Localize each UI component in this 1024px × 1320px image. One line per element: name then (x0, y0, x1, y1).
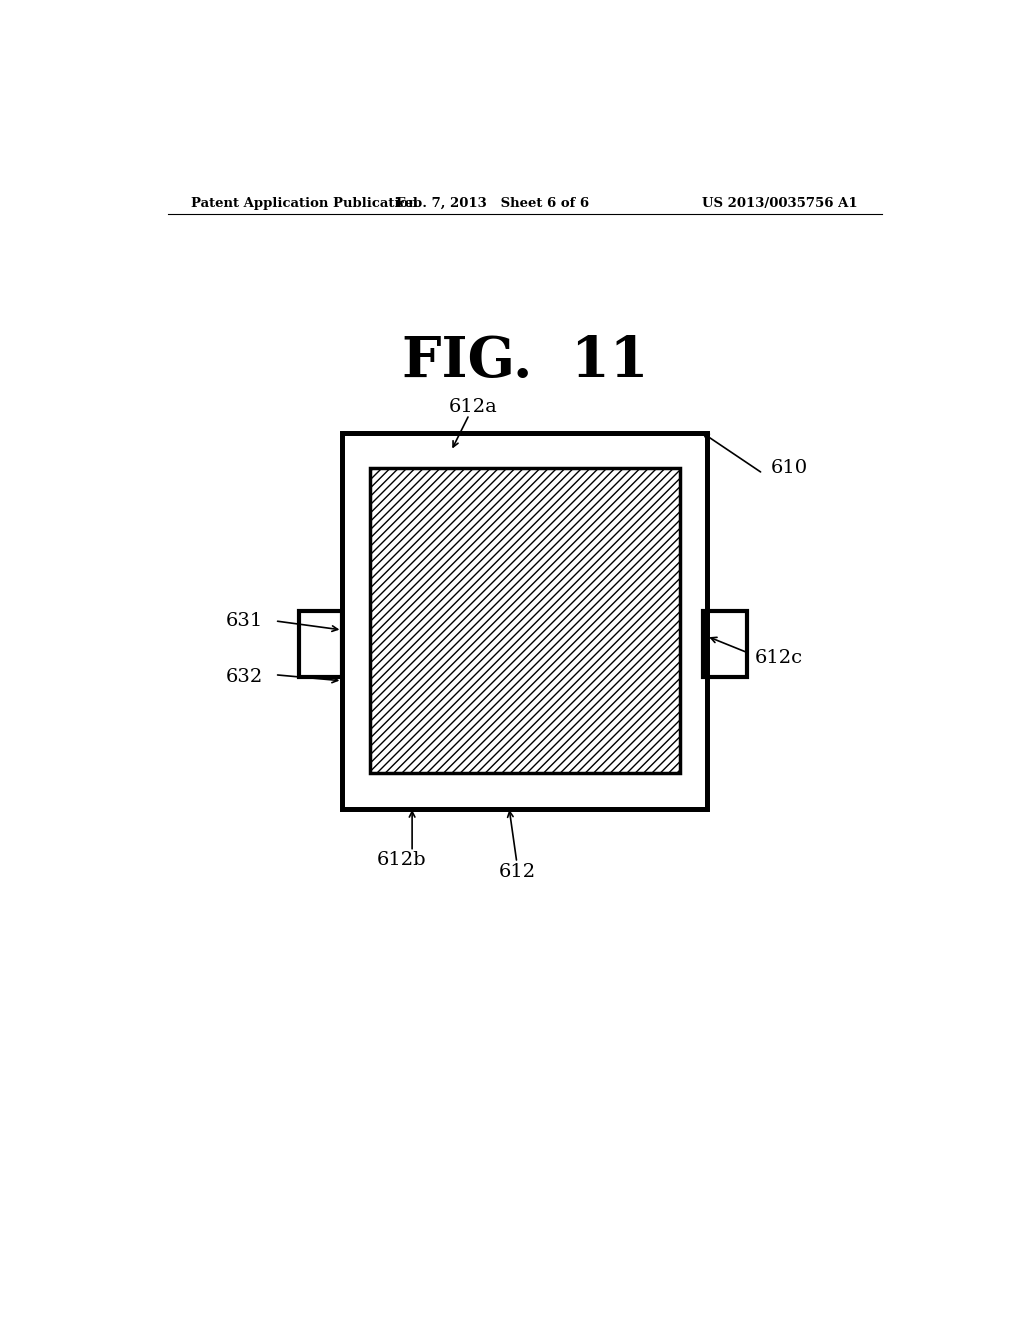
Bar (342, 433, 708, 809)
Text: Feb. 7, 2013   Sheet 6 of 6: Feb. 7, 2013 Sheet 6 of 6 (396, 197, 590, 210)
Text: 612b: 612b (377, 850, 427, 869)
Text: Patent Application Publication: Patent Application Publication (191, 197, 418, 210)
Text: FIG.  11: FIG. 11 (401, 334, 648, 389)
Text: 612a: 612a (449, 399, 498, 416)
Bar (370, 469, 680, 774)
Text: 632: 632 (225, 668, 263, 686)
Text: 612: 612 (499, 863, 536, 880)
Bar (342, 433, 708, 809)
Bar (703, 611, 748, 677)
Text: US 2013/0035756 A1: US 2013/0035756 A1 (702, 197, 858, 210)
Bar (342, 433, 708, 809)
Text: 631: 631 (225, 612, 263, 630)
Text: 610: 610 (771, 459, 808, 478)
Bar (299, 611, 342, 677)
Bar (370, 469, 680, 774)
Text: 612c: 612c (755, 649, 803, 668)
